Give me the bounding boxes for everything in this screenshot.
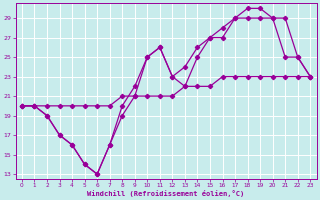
X-axis label: Windchill (Refroidissement éolien,°C): Windchill (Refroidissement éolien,°C) (87, 190, 245, 197)
